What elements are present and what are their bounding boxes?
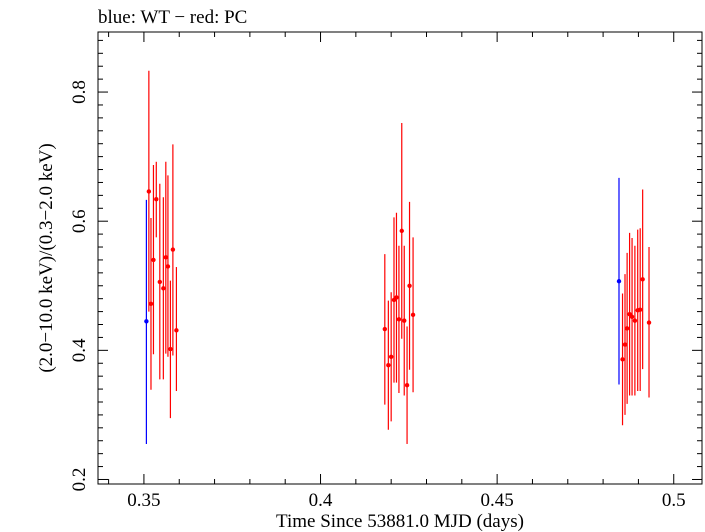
x-tick-label: 0.4 bbox=[309, 490, 333, 511]
data-point bbox=[147, 189, 151, 193]
data-point bbox=[144, 319, 148, 323]
data-point bbox=[386, 363, 390, 367]
y-tick-label: 0.8 bbox=[69, 80, 90, 104]
y-tick-label: 0.4 bbox=[69, 338, 90, 362]
x-tick-label: 0.5 bbox=[662, 490, 686, 511]
data-point bbox=[620, 357, 624, 361]
data-point bbox=[397, 317, 401, 321]
data-point bbox=[411, 313, 415, 317]
chart-title: blue: WT − red: PC bbox=[98, 7, 247, 28]
data-point bbox=[389, 355, 393, 359]
data-point bbox=[154, 197, 158, 201]
series-1 bbox=[147, 71, 652, 444]
plot-area bbox=[144, 71, 651, 444]
x-axis: 0.35 0.4 0.45 0.5 bbox=[109, 32, 686, 511]
data-point bbox=[633, 318, 637, 322]
chart: blue: WT − red: PC 0.35 0.4 0.45 0.5 0.2 0.4… bbox=[0, 0, 705, 532]
data-point bbox=[400, 229, 404, 233]
data-point bbox=[168, 347, 172, 351]
plot-frame bbox=[98, 32, 702, 484]
x-tick-label: 0.35 bbox=[127, 490, 160, 511]
data-point bbox=[630, 315, 634, 319]
data-point bbox=[161, 286, 165, 290]
y-axis-label: (2.0−10.0 keV)/(0.3−2.0 keV) bbox=[36, 143, 57, 372]
x-axis-label: Time Since 53881.0 MJD (days) bbox=[276, 511, 524, 532]
data-point bbox=[174, 328, 178, 332]
y-tick-label: 0.6 bbox=[69, 209, 90, 233]
y-tick-label: 0.2 bbox=[69, 468, 90, 492]
data-point bbox=[158, 280, 162, 284]
data-point bbox=[647, 320, 651, 324]
data-point bbox=[383, 327, 387, 331]
data-point bbox=[407, 284, 411, 288]
data-point bbox=[151, 258, 155, 262]
data-point bbox=[402, 318, 406, 322]
data-point bbox=[166, 264, 170, 268]
data-point bbox=[617, 279, 621, 283]
data-point bbox=[638, 307, 642, 311]
data-point bbox=[171, 247, 175, 251]
y-axis: 0.2 0.4 0.6 0.8 bbox=[69, 40, 702, 491]
x-tick-label: 0.45 bbox=[481, 490, 514, 511]
data-point bbox=[640, 277, 644, 281]
data-point bbox=[405, 383, 409, 387]
data-point bbox=[394, 295, 398, 299]
data-point bbox=[625, 326, 629, 330]
series-0 bbox=[144, 178, 621, 444]
data-point bbox=[149, 302, 153, 306]
